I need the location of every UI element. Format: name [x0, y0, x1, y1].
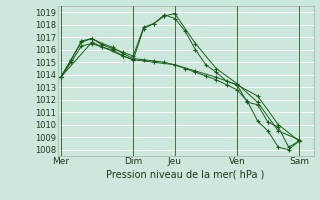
- X-axis label: Pression niveau de la mer( hPa ): Pression niveau de la mer( hPa ): [107, 169, 265, 179]
